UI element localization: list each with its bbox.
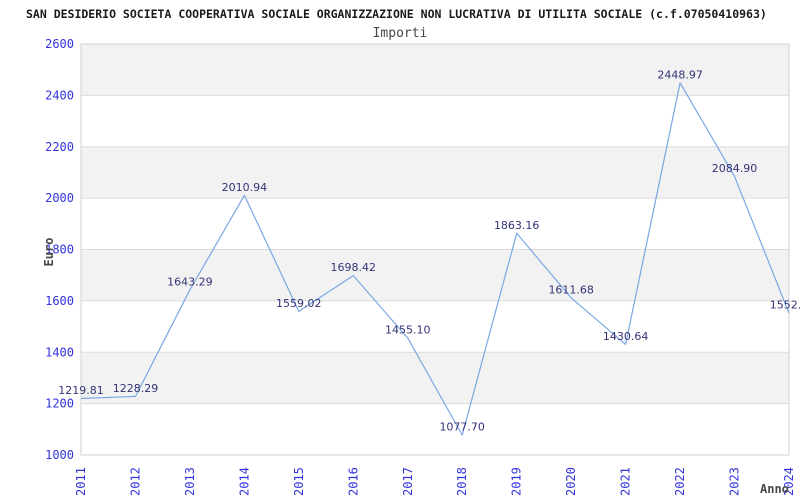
data-point-label: 2084.90	[712, 162, 758, 175]
x-tick-label: 2013	[183, 467, 197, 496]
x-tick-label: 2012	[129, 467, 143, 496]
x-tick-label: 2016	[346, 467, 360, 496]
data-point-label: 1559.02	[276, 297, 322, 310]
grid-band	[81, 44, 789, 96]
y-tick-label: 2600	[45, 37, 74, 51]
x-tick-label: 2023	[728, 467, 742, 496]
data-point-label: 1643.29	[167, 275, 213, 288]
y-tick-label: 2400	[45, 88, 74, 102]
x-tick-label: 2014	[237, 467, 251, 496]
x-tick-label: 2015	[292, 467, 306, 496]
data-point-label: 2448.97	[657, 68, 703, 81]
y-tick-label: 1800	[45, 243, 74, 257]
chart-title: SAN DESIDERIO SOCIETA COOPERATIVA SOCIAL…	[26, 7, 767, 21]
data-point-label: 1219.81	[58, 384, 104, 397]
data-point-label: 2010.94	[222, 181, 268, 194]
y-tick-label: 1400	[45, 345, 74, 359]
data-point-label: 1552.2	[770, 299, 800, 312]
data-point-label: 1228.29	[113, 382, 159, 395]
x-tick-label: 2018	[455, 467, 469, 496]
chart-subtitle: Importi	[372, 26, 428, 41]
x-tick-label: 2017	[401, 467, 415, 496]
x-tick-label: 2020	[564, 467, 578, 496]
data-point-label: 1077.70	[439, 421, 485, 434]
grid-band	[81, 146, 789, 199]
y-tick-label: 2200	[45, 140, 74, 154]
y-tick-label: 1000	[45, 448, 74, 462]
data-line	[80, 82, 790, 436]
data-point-label: 1611.68	[548, 283, 594, 296]
x-tick-label: 2011	[74, 467, 88, 496]
x-tick-label: 2019	[510, 467, 524, 496]
data-point-label: 1698.42	[331, 261, 377, 274]
plot-border	[80, 43, 790, 456]
x-axis-title: Anno	[760, 482, 789, 496]
grid-band	[81, 352, 789, 404]
x-tick-label: 2024	[782, 467, 796, 496]
y-tick-label: 1200	[45, 397, 74, 411]
y-tick-label: 1600	[45, 294, 74, 308]
y-tick-label: 2000	[45, 191, 74, 205]
data-point-label: 1430.64	[603, 330, 649, 343]
x-tick-label: 2021	[619, 467, 633, 496]
y-axis-title: Euro	[42, 237, 56, 267]
data-point-label: 1863.16	[494, 219, 540, 232]
data-point-label: 1455.10	[385, 324, 431, 337]
x-tick-label: 2022	[673, 467, 687, 496]
